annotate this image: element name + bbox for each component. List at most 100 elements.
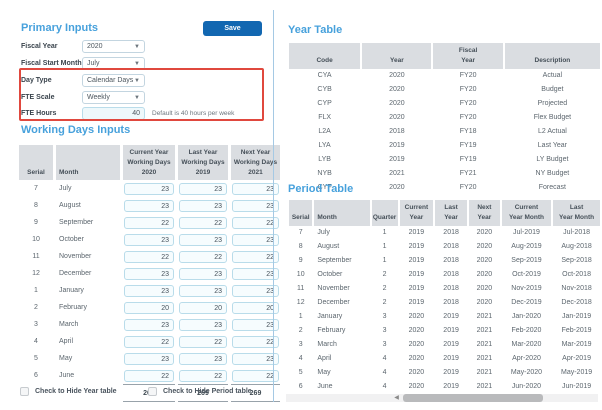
table-row: 12December2201920182020Dec-2019Dec-2018	[289, 296, 600, 310]
cell: 2018	[435, 254, 467, 268]
cell: LYA	[289, 139, 360, 153]
working-day-input[interactable]: 23	[232, 234, 279, 246]
cell: Sep-2019	[502, 254, 551, 268]
fiscal-start-month-row: Fiscal Start Month July ▼	[21, 57, 145, 70]
cell: January	[56, 282, 120, 299]
cell: 4	[372, 352, 398, 366]
working-day-input[interactable]: 23	[124, 319, 174, 331]
working-day-input[interactable]: 22	[232, 251, 279, 263]
working-day-input[interactable]: 23	[179, 200, 227, 212]
col-current-year-month: CurrentYear Month	[502, 200, 551, 226]
cell: 2021	[469, 352, 500, 366]
cell: 22	[178, 248, 228, 265]
cell: Jul-2018	[553, 226, 600, 240]
working-day-input[interactable]: 23	[179, 268, 227, 280]
cell: Projected	[505, 97, 600, 111]
table-row: 6June222222	[19, 367, 280, 384]
chevron-down-icon: ▼	[134, 61, 140, 67]
fte-scale-select[interactable]: Weekly ▼	[82, 91, 145, 104]
working-day-input[interactable]: 23	[124, 200, 174, 212]
fiscal-start-month-select[interactable]: July ▼	[82, 57, 145, 70]
cell: October	[56, 231, 120, 248]
working-day-input[interactable]: 22	[179, 336, 227, 348]
cell: 2018	[435, 240, 467, 254]
cell: 23	[178, 231, 228, 248]
hide-year-table-checkbox[interactable]	[20, 387, 29, 396]
fte-scale-value: Weekly	[87, 94, 110, 101]
cell: 4	[19, 333, 53, 350]
cell: FY20	[433, 111, 502, 125]
cell: FY20	[433, 97, 502, 111]
cell: 23	[178, 197, 228, 214]
fte-hours-input[interactable]: 40	[82, 107, 145, 120]
working-day-input[interactable]: 23	[179, 353, 227, 365]
working-day-input[interactable]: 20	[179, 302, 227, 314]
working-day-input[interactable]: 23	[232, 200, 279, 212]
working-day-input[interactable]: 22	[124, 336, 174, 348]
working-day-input[interactable]: 23	[124, 353, 174, 365]
hide-period-table-option: Check to Hide Period table	[148, 386, 252, 396]
table-row: 4April4202020192021Apr-2020Apr-2019	[289, 352, 600, 366]
cell: FY20	[433, 69, 502, 83]
working-days-table: Serial Month Current YearWorking Days202…	[16, 145, 283, 402]
cell: 2021	[469, 324, 500, 338]
working-day-input[interactable]: 22	[232, 217, 279, 229]
working-day-input[interactable]: 23	[124, 268, 174, 280]
cell: 2018	[435, 268, 467, 282]
scrollbar-left-arrow-icon[interactable]: ◀	[392, 394, 401, 402]
fte-scale-row: FTE Scale Weekly ▼	[21, 91, 145, 104]
cell: 2020	[400, 366, 434, 380]
table-row: 10October2201920182020Oct-2019Oct-2018	[289, 268, 600, 282]
working-day-input[interactable]: 20	[232, 302, 279, 314]
hide-period-table-checkbox[interactable]	[148, 387, 157, 396]
cell: 2019	[435, 324, 467, 338]
save-button[interactable]: Save	[203, 21, 262, 36]
cell: 2019	[400, 254, 434, 268]
table-row: LYA2019FY19Last Year	[289, 139, 600, 153]
fiscal-year-select[interactable]: 2020 ▼	[82, 40, 145, 53]
fiscal-start-month-label: Fiscal Start Month	[21, 60, 82, 67]
col-current-year: CurrentYear	[400, 200, 434, 226]
working-day-input[interactable]: 23	[124, 234, 174, 246]
working-day-input[interactable]: 22	[124, 251, 174, 263]
working-day-input[interactable]: 22	[124, 370, 174, 382]
working-day-input[interactable]: 23	[124, 183, 174, 195]
cell: Dec-2018	[553, 296, 600, 310]
cell: 2020	[362, 111, 431, 125]
working-day-input[interactable]: 20	[124, 302, 174, 314]
cell: Apr-2019	[553, 352, 600, 366]
working-day-input[interactable]: 23	[232, 183, 279, 195]
working-day-input[interactable]: 22	[179, 217, 227, 229]
table-row: CYP2020FY20Projected	[289, 97, 600, 111]
working-day-input[interactable]: 22	[232, 370, 279, 382]
scrollbar-thumb[interactable]	[403, 394, 543, 402]
working-day-input[interactable]: 23	[232, 319, 279, 331]
cell: Last Year	[505, 139, 600, 153]
working-day-input[interactable]: 23	[179, 183, 227, 195]
cell: NYB	[289, 167, 360, 181]
working-day-input[interactable]: 22	[124, 217, 174, 229]
cell: 2020	[400, 324, 434, 338]
cell: 2020	[362, 69, 431, 83]
cell: Oct-2019	[502, 268, 551, 282]
horizontal-scrollbar[interactable]: ◀	[286, 394, 598, 402]
working-day-input[interactable]: 23	[179, 234, 227, 246]
cell: 23	[178, 350, 228, 367]
working-day-input[interactable]: 23	[179, 319, 227, 331]
cell: 22	[123, 333, 175, 350]
cell: 4	[372, 380, 398, 394]
working-day-input[interactable]: 23	[232, 285, 279, 297]
cell: 6	[19, 367, 53, 384]
cell: CYA	[289, 69, 360, 83]
working-day-input[interactable]: 22	[179, 251, 227, 263]
table-header-row: Serial Month Quarter CurrentYear LastYea…	[289, 200, 600, 226]
working-day-input[interactable]: 23	[232, 268, 279, 280]
working-day-input[interactable]: 23	[179, 285, 227, 297]
cell: 3	[19, 316, 53, 333]
day-type-select[interactable]: Calendar Days ▼	[82, 74, 145, 87]
working-day-input[interactable]: 22	[179, 370, 227, 382]
fiscal-year-row: Fiscal Year 2020 ▼	[21, 40, 145, 53]
working-day-input[interactable]: 23	[232, 353, 279, 365]
working-day-input[interactable]: 22	[232, 336, 279, 348]
working-day-input[interactable]: 23	[124, 285, 174, 297]
